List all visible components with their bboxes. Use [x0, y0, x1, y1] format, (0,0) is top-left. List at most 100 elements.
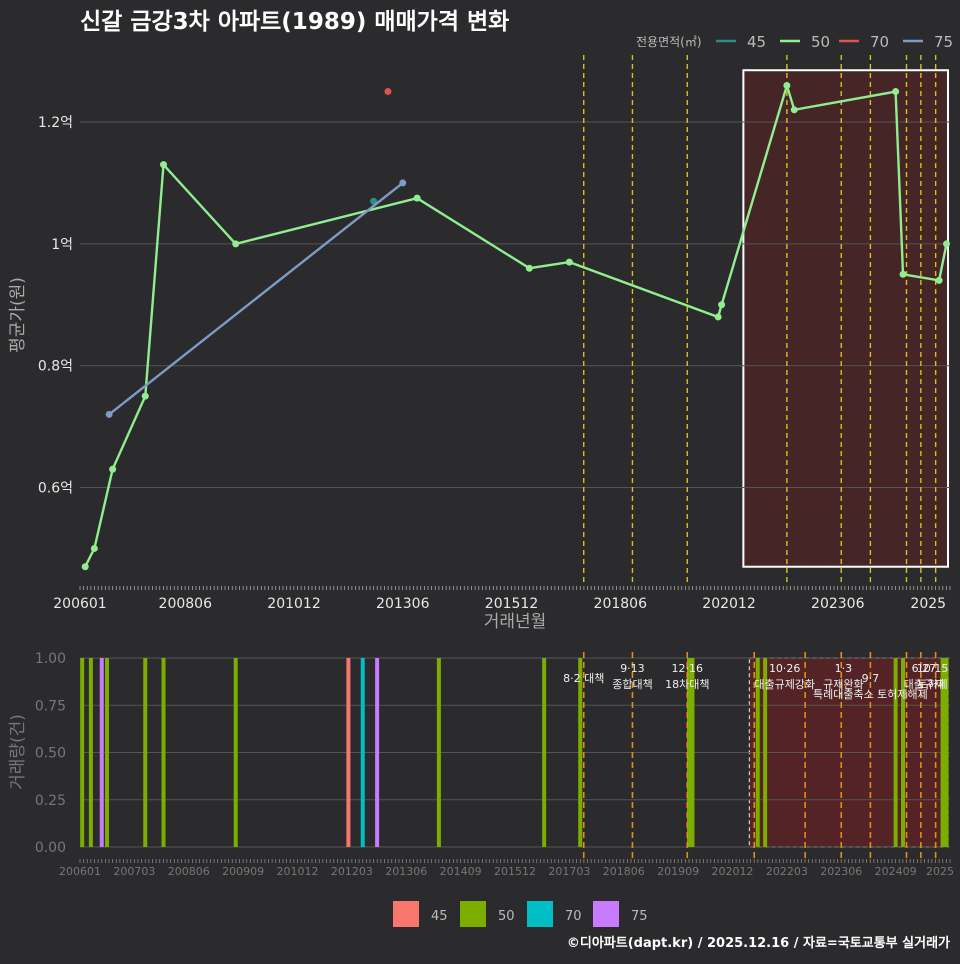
x-tick-label: 2025: [910, 596, 946, 612]
x-tick-label: 201012: [277, 865, 319, 878]
x-axis-title: 거래년월: [484, 612, 547, 632]
data-point-50: [899, 270, 907, 278]
x-minor-ticks: [79, 586, 951, 590]
data-point-50: [935, 276, 943, 284]
volume-bar: [940, 658, 945, 847]
policy-annotation: 10·15: [917, 662, 949, 675]
y-tick-label: 0.6억: [38, 481, 73, 497]
y-tick-label: 1.00: [35, 651, 66, 667]
y-tick-label: 1억: [51, 237, 73, 253]
volume-bar: [763, 658, 768, 847]
price-chart: 0.6억 0.8억 1억 1.2억 200601 200806 201012 201306 20…: [8, 55, 951, 632]
x-tick-label: 202012: [712, 865, 754, 878]
data-point-50: [413, 194, 421, 202]
legend-swatch-75: [593, 901, 619, 927]
x-tick-label: 202409: [875, 865, 917, 878]
volume-bar: [104, 658, 109, 847]
x-tick-label: 202012: [702, 596, 755, 612]
volume-bar: [944, 658, 949, 847]
y-tick-label: 0.50: [35, 746, 66, 762]
policy-annotation: 규제완화: [823, 678, 863, 691]
x-tick-label: 201909: [657, 865, 699, 878]
volume-bar: [375, 658, 380, 847]
y-tick-label: 0.00: [35, 840, 66, 856]
x-tick-label: 201409: [440, 865, 482, 878]
legend-label-50: 50: [811, 33, 830, 51]
y-tick-label: 0.8억: [38, 359, 73, 375]
data-point-50: [718, 301, 726, 309]
legend-swatch-45: [393, 901, 419, 927]
x-tick-label: 201806: [594, 596, 648, 612]
x-tick-label: 201512: [485, 596, 538, 612]
policy-annotation: 8·2 대책: [563, 672, 604, 685]
policy-annotation: 6·27: [912, 662, 937, 675]
x-tick-label: 202306: [811, 596, 865, 612]
data-point-50: [525, 264, 533, 272]
x-minor-ticks: [79, 859, 951, 863]
policy-annotation: 대출규제강화: [754, 678, 815, 691]
y-axis-title: 평균가(원): [8, 277, 28, 353]
x-tick-label: 201306: [376, 596, 430, 612]
volume-bar: [99, 658, 104, 847]
volume-bar: [755, 658, 760, 847]
x-tick-label: 201703: [548, 865, 590, 878]
legend-label-75: 75: [934, 33, 953, 51]
legend-label-70: 70: [565, 909, 582, 924]
policy-annotation: 12·16: [672, 662, 704, 675]
data-point-75: [105, 410, 113, 418]
policy-annotation: 대출규제: [904, 678, 944, 691]
x-tick-label: 200601: [53, 596, 106, 612]
data-point-50: [714, 313, 722, 321]
x-tick-label: 200806: [159, 596, 213, 612]
volume-bar: [360, 658, 365, 847]
data-point-75: [399, 179, 407, 187]
volume-bar: [143, 658, 148, 847]
policy-annotation: 18차대책: [665, 678, 709, 691]
volume-bar: [161, 658, 166, 847]
data-point-50: [109, 465, 117, 473]
policy-annotation: 9·7: [862, 672, 880, 685]
y-axis-title: 거래량(건): [8, 714, 28, 790]
volume-bar: [346, 658, 351, 847]
volume-bar: [542, 658, 547, 847]
policy-annotation: 토허제: [917, 678, 947, 691]
data-point-50: [90, 544, 98, 552]
volume-bar: [80, 658, 85, 847]
legend-swatch-70: [527, 901, 553, 927]
data-point-50: [232, 240, 240, 248]
x-tick-label: 201306: [385, 865, 427, 878]
data-point-50: [783, 81, 791, 89]
chart-title: 신갈 금강3차 아파트(1989) 매매가격 변화: [80, 9, 509, 35]
bar-legend[interactable]: 45 50 70 75: [393, 901, 648, 927]
x-tick-label: 201512: [494, 865, 536, 878]
data-point-70: [384, 88, 392, 96]
highlight-region: [742, 69, 949, 568]
legend-swatch-50: [460, 901, 486, 927]
volume-bar: [88, 658, 93, 847]
x-tick-label: 202203: [766, 865, 808, 878]
policy-annotation: 특례대출축소 토허제해제: [813, 687, 928, 701]
data-point-50: [160, 161, 168, 169]
data-point-45: [370, 197, 378, 205]
data-point-50: [141, 392, 149, 400]
policy-annotation: 9·13: [620, 662, 645, 675]
policy-annotation: 종합대책: [612, 678, 652, 691]
x-tick-label: 201012: [267, 596, 320, 612]
x-tick-label: 200601: [59, 865, 101, 878]
volume-bar: [901, 658, 906, 847]
legend-label-70: 70: [870, 33, 889, 51]
x-tick-label: 2025: [926, 865, 954, 878]
area-legend[interactable]: 전용면적(㎡) 45 50 70 75: [636, 33, 953, 51]
series-line-75: [108, 181, 404, 416]
y-tick-label: 0.25: [35, 793, 66, 809]
volume-bar: [436, 658, 441, 847]
legend-label-75: 75: [631, 909, 648, 924]
legend-label-45: 45: [747, 33, 766, 51]
policy-annotation: 10·26: [769, 662, 801, 675]
x-tick-label: 201806: [603, 865, 645, 878]
data-point-50: [790, 106, 798, 114]
data-point-50: [81, 563, 89, 571]
volume-bar: [233, 658, 238, 847]
